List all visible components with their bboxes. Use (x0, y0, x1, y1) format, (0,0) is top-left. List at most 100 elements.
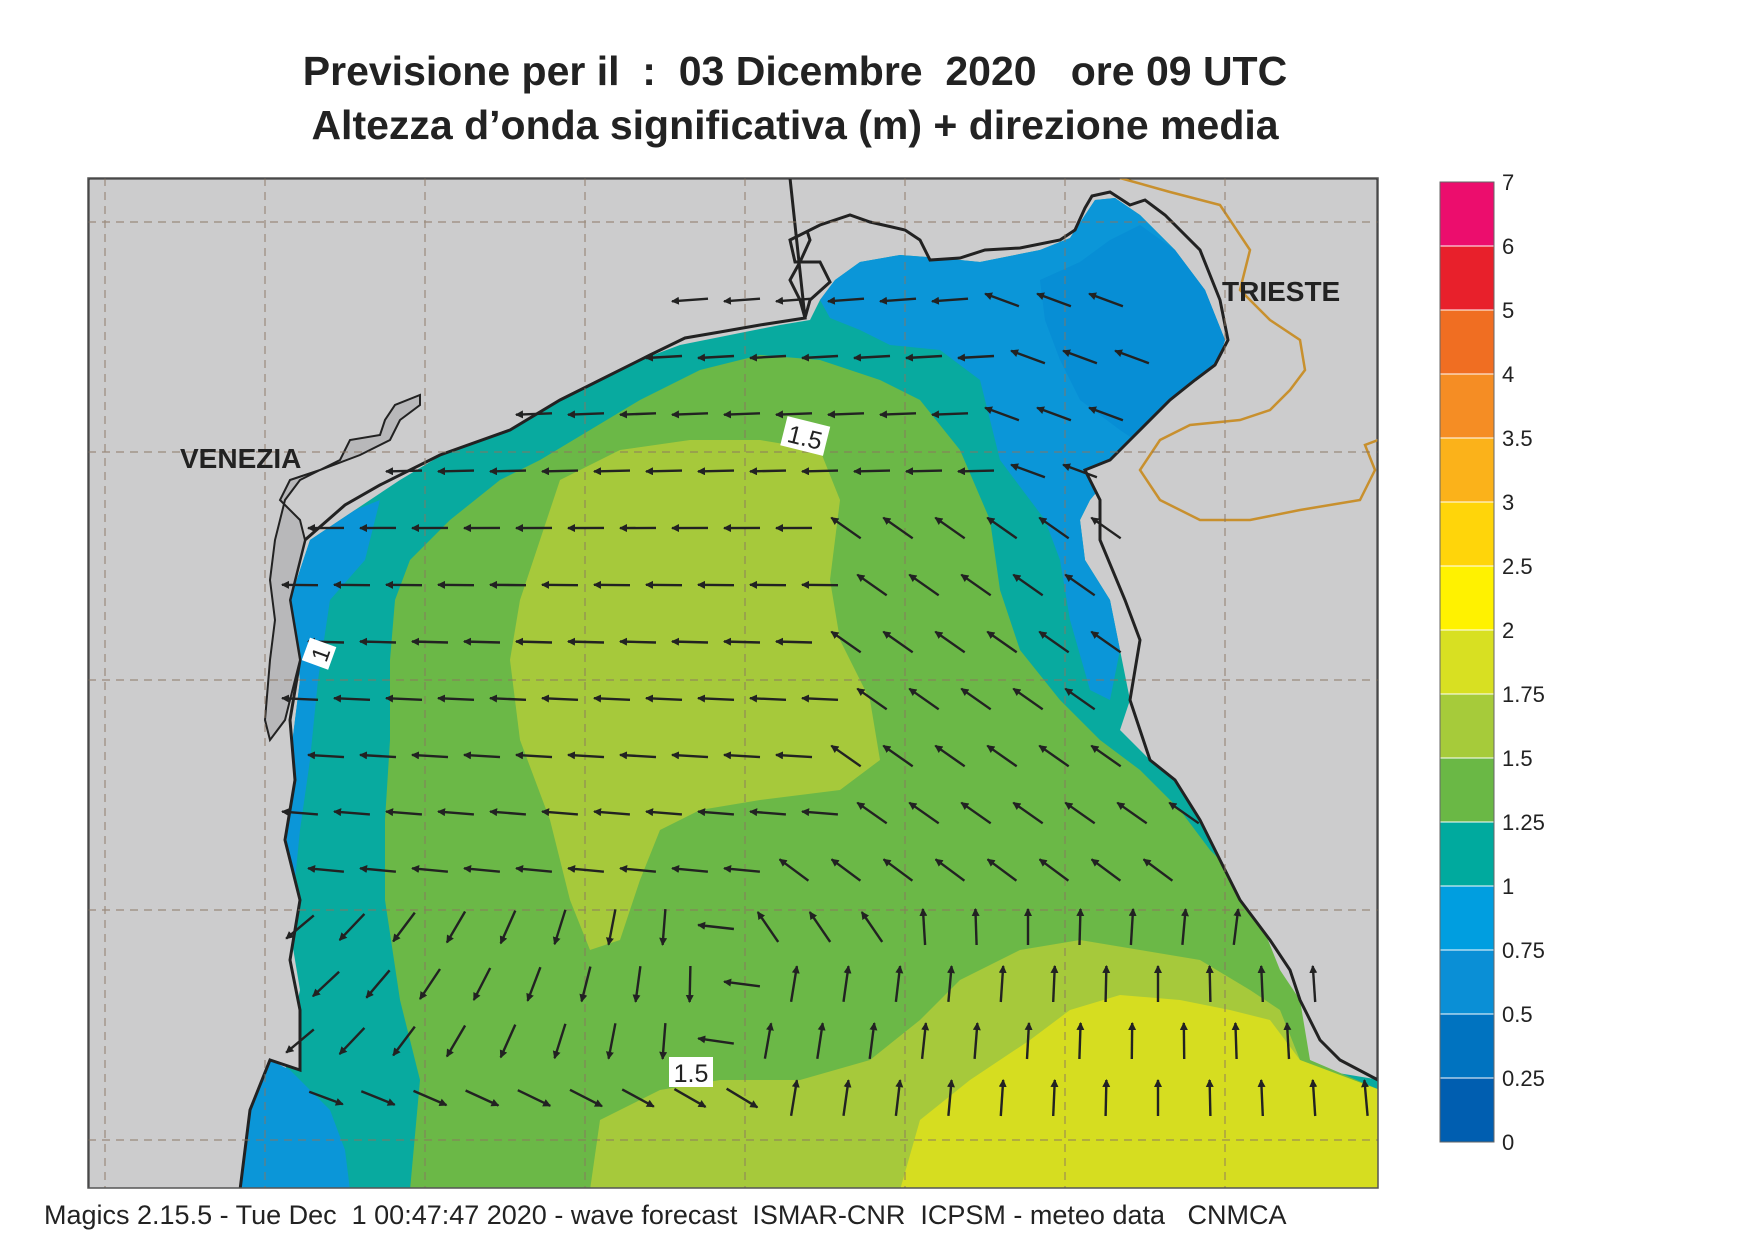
wave-direction-arrow (1064, 687, 1096, 711)
wave-direction-arrow (931, 296, 969, 305)
wave-direction-arrow (645, 467, 683, 476)
wave-direction-arrow (960, 687, 992, 711)
wave-direction-arrow (685, 965, 694, 1003)
wave-direction-arrow (567, 637, 605, 646)
wave-direction-arrow (775, 296, 813, 305)
wave-direction-arrow (882, 858, 914, 882)
wave-direction-arrow (1012, 573, 1044, 597)
wave-direction-arrow (645, 694, 683, 703)
wave-direction-arrow (1010, 349, 1046, 365)
venice-lagoon (263, 393, 421, 743)
wave-direction-arrow (908, 801, 940, 825)
wave-direction-arrow (723, 864, 761, 873)
wave-direction-arrow (1114, 349, 1150, 365)
legend-swatch (1439, 693, 1495, 759)
svg-text:1.5: 1.5 (674, 1060, 709, 1088)
wave-direction-arrow (619, 410, 657, 419)
wave-direction-arrow (671, 751, 709, 760)
wave-direction-arrow (986, 858, 1018, 882)
wave-direction-arrow (905, 353, 943, 362)
wave-direction-arrow (1064, 573, 1096, 597)
wave-direction-arrow (1062, 349, 1098, 365)
wave-direction-arrow (552, 909, 567, 946)
wave-direction-arrow (285, 914, 315, 940)
wave-direction-arrow (984, 406, 1020, 422)
wave-direction-arrow (632, 966, 642, 1003)
wave-direction-arrow (763, 1022, 774, 1059)
wave-direction-arrow (515, 637, 553, 646)
legend-swatch (1439, 565, 1495, 631)
wave-direction-arrow (333, 808, 370, 817)
wave-direction-arrow (593, 694, 631, 703)
legend-tick-label: 1 (1502, 874, 1514, 899)
legend-tick-label: 1.5 (1502, 746, 1533, 771)
legend-swatch (1439, 245, 1495, 311)
wave-direction-arrow (1232, 908, 1242, 946)
contour-label-coast: 1 (301, 637, 336, 670)
legend-tick-label: 2.5 (1502, 554, 1533, 579)
wave-direction-arrow (567, 864, 605, 873)
wave-direction-arrow (860, 911, 884, 943)
wave-direction-arrow (920, 1022, 930, 1060)
wave-direction-arrow (778, 858, 810, 882)
wave-direction-arrow (971, 908, 980, 946)
wave-direction-arrow (463, 751, 501, 760)
wave-direction-arrow (775, 410, 813, 419)
wave-direction-arrow (1064, 801, 1096, 825)
wave-direction-arrow (725, 1087, 759, 1109)
legend-swatch (1439, 821, 1495, 887)
contour-label-lower: 1.5 (669, 1057, 713, 1088)
wave-direction-arrow (567, 751, 605, 760)
wave-direction-arrow (998, 1079, 1007, 1117)
legend-tick-label: 1.25 (1502, 810, 1545, 835)
legend-swatch (1439, 501, 1495, 567)
wave-direction-arrow (569, 1088, 603, 1108)
wave-direction-arrow (1231, 1022, 1240, 1060)
wave-direction-arrow (413, 1089, 448, 1107)
wave-direction-arrow (984, 292, 1020, 308)
wave-direction-arrow (946, 1079, 955, 1117)
wave-direction-arrow (789, 965, 800, 1002)
wave-direction-arrow (593, 808, 630, 817)
wave-direction-arrow (1050, 1079, 1059, 1117)
wave-direction-arrow (567, 410, 605, 419)
wave-direction-arrow (1361, 1079, 1370, 1117)
wave-direction-arrow (749, 467, 787, 476)
wave-direction-arrow (801, 467, 839, 476)
wave-direction-arrow (986, 744, 1018, 768)
wave-direction-arrow (437, 467, 475, 476)
wave-direction-arrow (894, 965, 904, 1003)
legend-tick-label: 3 (1502, 490, 1514, 515)
footer-credits: Magics 2.15.5 - Tue Dec 1 00:47:47 2020 … (44, 1200, 1287, 1230)
wave-direction-arrow (1036, 292, 1072, 308)
wave-direction-arrow (723, 978, 761, 988)
wave-direction-arrow (671, 637, 709, 646)
wave-direction-arrow (419, 968, 441, 1000)
legend-swatch (1439, 1013, 1495, 1079)
wave-direction-arrow (919, 908, 928, 946)
wave-direction-arrow (526, 966, 542, 1002)
wave-direction-arrow (593, 467, 631, 476)
wave-direction-arrow (801, 353, 839, 362)
wave-direction-arrow (437, 808, 474, 817)
wave-direction-arrow (853, 467, 891, 476)
wave-direction-arrow (392, 911, 416, 943)
wave-direction-arrow (619, 864, 657, 873)
wave-direction-arrow (830, 630, 862, 654)
wave-direction-arrow (1142, 858, 1174, 882)
legend-tick-label: 0.25 (1502, 1066, 1545, 1091)
wave-direction-arrow (972, 1022, 981, 1059)
wave-direction-arrow (359, 637, 397, 646)
wave-direction-arrow (1038, 744, 1070, 768)
northeast-land (788, 178, 1378, 1082)
sea-zone-1.5-1.75-central (510, 440, 880, 950)
legend-swatch (1439, 629, 1495, 695)
wave-direction-arrow (671, 410, 709, 419)
legend-swatch (1439, 949, 1495, 1015)
wave-direction-arrow (1036, 406, 1072, 422)
western-land (88, 178, 812, 1188)
wave-direction-arrow (856, 801, 888, 825)
wave-direction-arrow (697, 694, 735, 703)
wave-direction-arrow (579, 966, 592, 1003)
wave-direction-arrow (986, 516, 1018, 540)
